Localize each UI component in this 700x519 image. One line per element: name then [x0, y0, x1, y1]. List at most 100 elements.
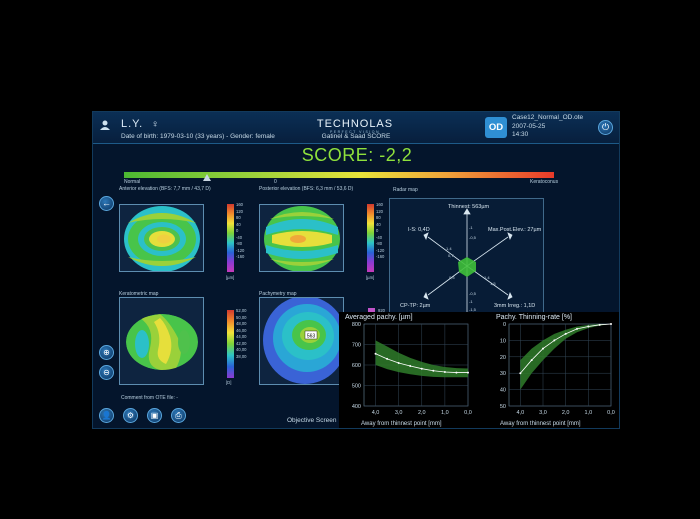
case-time: 14:30	[512, 131, 529, 138]
anterior-elevation-map[interactable]	[119, 204, 204, 272]
svg-text:-0,5: -0,5	[469, 291, 477, 296]
thinning-rate-data-point	[542, 347, 544, 350]
avg-pachy-data-point	[443, 370, 446, 373]
thinning-rate-x-tick: 0,0	[607, 410, 615, 416]
save-icon: ▣	[150, 411, 159, 420]
app-window: L.Y. ♀ Date of birth: 1979-03-10 (33 yea…	[92, 111, 620, 429]
avg-pachy-data-point	[409, 365, 412, 368]
avg-pachy-data-point	[397, 361, 400, 364]
zoom-in-button[interactable]: ⊕	[99, 345, 114, 360]
patient-name: L.Y. ♀	[121, 118, 160, 130]
posterior-colorbar-labels: 160 120 80 40 0 -40 -80 -120 -160	[376, 202, 385, 259]
pachy-center-value: 563	[307, 334, 316, 340]
scale-label-normal: Normal	[124, 179, 141, 185]
thinning-rate-normal-band	[520, 324, 611, 390]
settings-button[interactable]: ⚙	[123, 408, 138, 423]
thinning-rate-data-point	[530, 359, 533, 362]
pachymetry-map-title: Pachymetry map	[259, 291, 297, 297]
radar-map[interactable]: -1 -0,5 -0,5 -1 -1,5 0,7 1,4 1,4 1,5 0,5 Thin…	[389, 198, 544, 333]
avg-pachy-y-tick: 700	[352, 343, 361, 349]
svg-text:-1: -1	[469, 225, 473, 230]
avg-pachy-data-point	[467, 371, 469, 374]
thinning-rate-x-tick: 3,0	[539, 410, 547, 416]
radar-label-irreg: 3mm Irreg.: 1,1D	[494, 303, 535, 309]
radar-label-max-post-elev: Max.Post.Elev.: 27µm	[488, 227, 542, 233]
print-icon: ⎙	[175, 411, 182, 420]
score-value: SCORE: -2,2	[301, 145, 413, 165]
power-button[interactable]: ⏻	[598, 120, 613, 135]
avg-pachy-x-tick: 3,0	[395, 410, 403, 416]
pachymetry-map[interactable]: 563	[259, 297, 344, 385]
thinning-rate-y-tick: 10	[500, 338, 506, 344]
avg-pachy-x-tick: 4,0	[372, 410, 380, 416]
svg-text:0,7: 0,7	[448, 253, 454, 258]
thinning-rate-y-tick: 40	[500, 388, 506, 394]
power-icon: ⏻	[601, 122, 610, 132]
technolas-logo: TECHNOLAS PERFECT VISION	[316, 118, 394, 134]
thinning-rate-data-point	[564, 332, 567, 335]
patient-dob-gender: Date of birth: 1979-03-10 (33 years) - G…	[121, 133, 275, 140]
thinning-rate-data-point	[519, 372, 522, 375]
anterior-map-title: Anterior elevation (BFS: 7,7 mm / 43,7 D…	[119, 186, 211, 192]
keratometric-map[interactable]	[119, 297, 204, 385]
thinning-rate-data-point	[598, 323, 601, 326]
avg-pachy-xlabel: Away from thinnest point [mm]	[361, 421, 442, 427]
anterior-colorbar-labels: 160 120 80 40 0 -40 -80 -120 -160	[236, 202, 245, 259]
objective-screen-label: Objective Screen	[287, 417, 337, 424]
zoom-out-icon: ⊖	[103, 368, 110, 377]
posterior-map-title: Posterior elevation (BFS: 6,3 mm / 53,6 …	[259, 186, 354, 192]
zoom-out-button[interactable]: ⊖	[99, 365, 114, 380]
thinning-rate-x-tick: 2,0	[562, 410, 570, 416]
posterior-colorbar	[367, 204, 374, 272]
thinning-rate-y-tick: 0	[503, 322, 506, 328]
arrow-left-icon: ←	[102, 198, 111, 208]
avg-pachy-y-tick: 500	[352, 384, 361, 390]
anterior-unit: [µm]	[226, 275, 235, 280]
avg-pachy-y-tick: 400	[352, 404, 361, 410]
pachymetry-colorbar-top: 920	[378, 308, 385, 313]
svg-text:-0,5: -0,5	[469, 235, 477, 240]
radar-label-thinnest: Thinnest: 563µm	[448, 204, 489, 210]
pachy-graphs-panel: Averaged pachy. [µm] Pachy. Thinning-rat…	[339, 312, 620, 429]
thinning-rate-y-tick: 50	[500, 404, 506, 410]
thinning-rate-x-tick: 1,0	[585, 410, 593, 416]
avg-pachy-y-tick: 600	[352, 363, 361, 369]
avg-pachy-data-point	[455, 371, 458, 374]
pachymetry-colorbar	[368, 308, 375, 314]
case-date: 2007-05-25	[512, 122, 546, 130]
gender-icon: ♀	[151, 119, 160, 130]
thinning-rate-data-point	[610, 323, 612, 325]
radar-label-cp-tp: CP-TP: 2µm	[400, 303, 431, 309]
svg-text:1,5: 1,5	[490, 281, 496, 286]
scale-label-keratoconus: Keratoconus	[530, 179, 559, 185]
avg-pachy-title: Averaged pachy. [µm]	[345, 314, 413, 321]
pachy-charts[interactable]: 800 700 600 500 400 4,0 3,0 2,0 1,0 0,0 0 10 20 30 40 5…	[339, 312, 620, 429]
thinning-rate-y-tick: 30	[500, 371, 506, 377]
eye-badge[interactable]: OD	[485, 117, 507, 138]
svg-text:1,4: 1,4	[446, 246, 452, 251]
thinning-rate-data-point	[553, 339, 556, 342]
keratometric-unit: [D]	[226, 380, 232, 385]
thinning-rate-x-tick: 4,0	[517, 410, 525, 416]
avg-pachy-x-tick: 0,0	[464, 410, 472, 416]
posterior-elevation-map[interactable]	[259, 204, 344, 272]
gear-icon: ⚙	[126, 411, 135, 420]
print-button[interactable]: ⎙	[171, 408, 186, 423]
save-button[interactable]: ▣	[147, 408, 162, 423]
avg-pachy-data-point	[386, 357, 389, 360]
score-marker	[203, 174, 211, 181]
header-bar	[93, 112, 619, 144]
avg-pachy-x-tick: 2,0	[418, 410, 426, 416]
thinning-rate-title: Pachy. Thinning-rate [%]	[496, 314, 573, 321]
avg-pachy-data-point	[432, 369, 435, 372]
posterior-unit: [µm]	[366, 275, 375, 280]
svg-text:0,5: 0,5	[449, 275, 455, 280]
thinning-rate-data-point	[576, 327, 578, 330]
back-button[interactable]: ←	[99, 196, 114, 211]
score-scale-bar	[124, 172, 554, 178]
avg-pachy-data-point	[420, 367, 423, 370]
user-button[interactable]: 👤	[99, 408, 114, 423]
radar-label-is: I-S: 0,4D	[408, 227, 430, 233]
user-icon[interactable]	[99, 119, 111, 131]
keratometric-map-title: Keratometric map	[119, 291, 159, 297]
